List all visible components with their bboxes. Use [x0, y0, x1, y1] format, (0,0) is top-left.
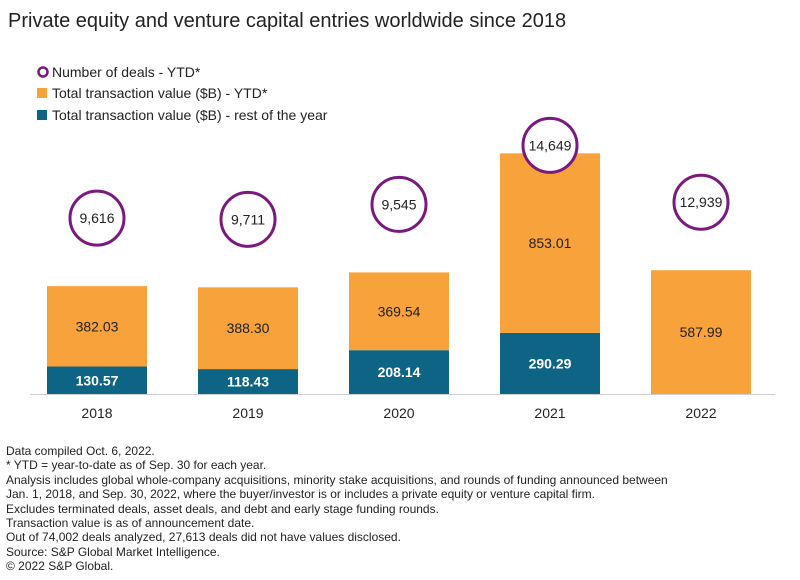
bar-segment [47, 286, 147, 367]
legend-deals-label: Number of deals - YTD* [52, 64, 201, 80]
legend-rest-swatch [37, 110, 47, 120]
note-line: © 2022 S&P Global. [6, 559, 114, 574]
deal-count-circle [521, 116, 579, 174]
legend-ytd-swatch [37, 88, 47, 98]
data-label: 208.14 [378, 364, 421, 380]
x-tick-label: 2019 [232, 405, 263, 421]
deal-markers: 9,616 9,711 9,545 14,649 12,939 [68, 116, 730, 248]
note-line: * YTD = year-to-date as of Sep. 30 for e… [6, 458, 267, 473]
bar-segment [198, 369, 298, 394]
deal-count-label: 9,711 [231, 211, 265, 227]
bar-segment [349, 272, 449, 351]
footnotes: Data compiled Oct. 6, 2022. * YTD = year… [6, 444, 796, 574]
x-tick-label: 2022 [685, 405, 716, 421]
deal-count-circle [68, 189, 126, 247]
note-line: Transaction value is as of announcement … [6, 516, 255, 531]
data-label: 118.43 [227, 374, 269, 390]
data-label: 130.57 [76, 372, 119, 388]
note-line: Data compiled Oct. 6, 2022. [6, 444, 155, 458]
deal-count-label: 9,616 [79, 210, 114, 226]
note-line: Excludes terminated deals, asset deals, … [6, 501, 439, 516]
bar-segment [349, 350, 449, 394]
note-line: Jan. 1, 2018, and Sep. 30, 2022, where t… [6, 487, 596, 502]
x-tick-label: 2021 [534, 405, 565, 421]
legend-rest-label: Total transaction value ($B) - rest of t… [52, 107, 328, 123]
deal-count-circle [219, 190, 277, 248]
deal-count-label: 9,545 [381, 196, 416, 212]
data-label: 388.30 [227, 320, 270, 336]
x-tick-label: 2018 [81, 405, 112, 421]
legend-deals-marker [37, 66, 49, 78]
legend-ytd-label: Total transaction value ($B) - YTD* [52, 85, 268, 101]
chart-title: Private equity and venture capital entri… [8, 10, 567, 32]
data-label: 290.29 [529, 355, 572, 371]
note-line: Source: S&P Global Market Intelligence. [6, 544, 220, 559]
bar-segment [500, 332, 600, 394]
chart-area: Number of deals - YTD* Total transaction … [30, 64, 775, 421]
x-axis: 2018 2019 2020 2021 2022 [30, 394, 775, 421]
deal-count-label: 12,939 [680, 194, 723, 210]
legend: Number of deals - YTD* Total transaction … [37, 64, 328, 123]
bar-segment [198, 287, 298, 370]
x-tick-label: 2020 [383, 405, 414, 421]
bar-segment [500, 153, 600, 333]
bar-segment [651, 270, 751, 394]
deal-count-circle [370, 175, 428, 233]
data-label: 382.03 [76, 318, 119, 334]
note-line: Analysis includes global whole-company a… [6, 472, 668, 487]
data-label: 587.99 [680, 324, 723, 340]
bar-segment [47, 366, 147, 394]
deal-count-label: 14,649 [529, 137, 572, 153]
data-label: 369.54 [378, 303, 421, 319]
data-label: 853.01 [529, 235, 572, 251]
bars: 130.57 382.03 118.43 388.30 208.14 369.54 290.… [47, 153, 751, 394]
note-line: Out of 74,002 deals analyzed, 27,613 dea… [6, 530, 401, 545]
deal-count-circle [672, 173, 730, 231]
